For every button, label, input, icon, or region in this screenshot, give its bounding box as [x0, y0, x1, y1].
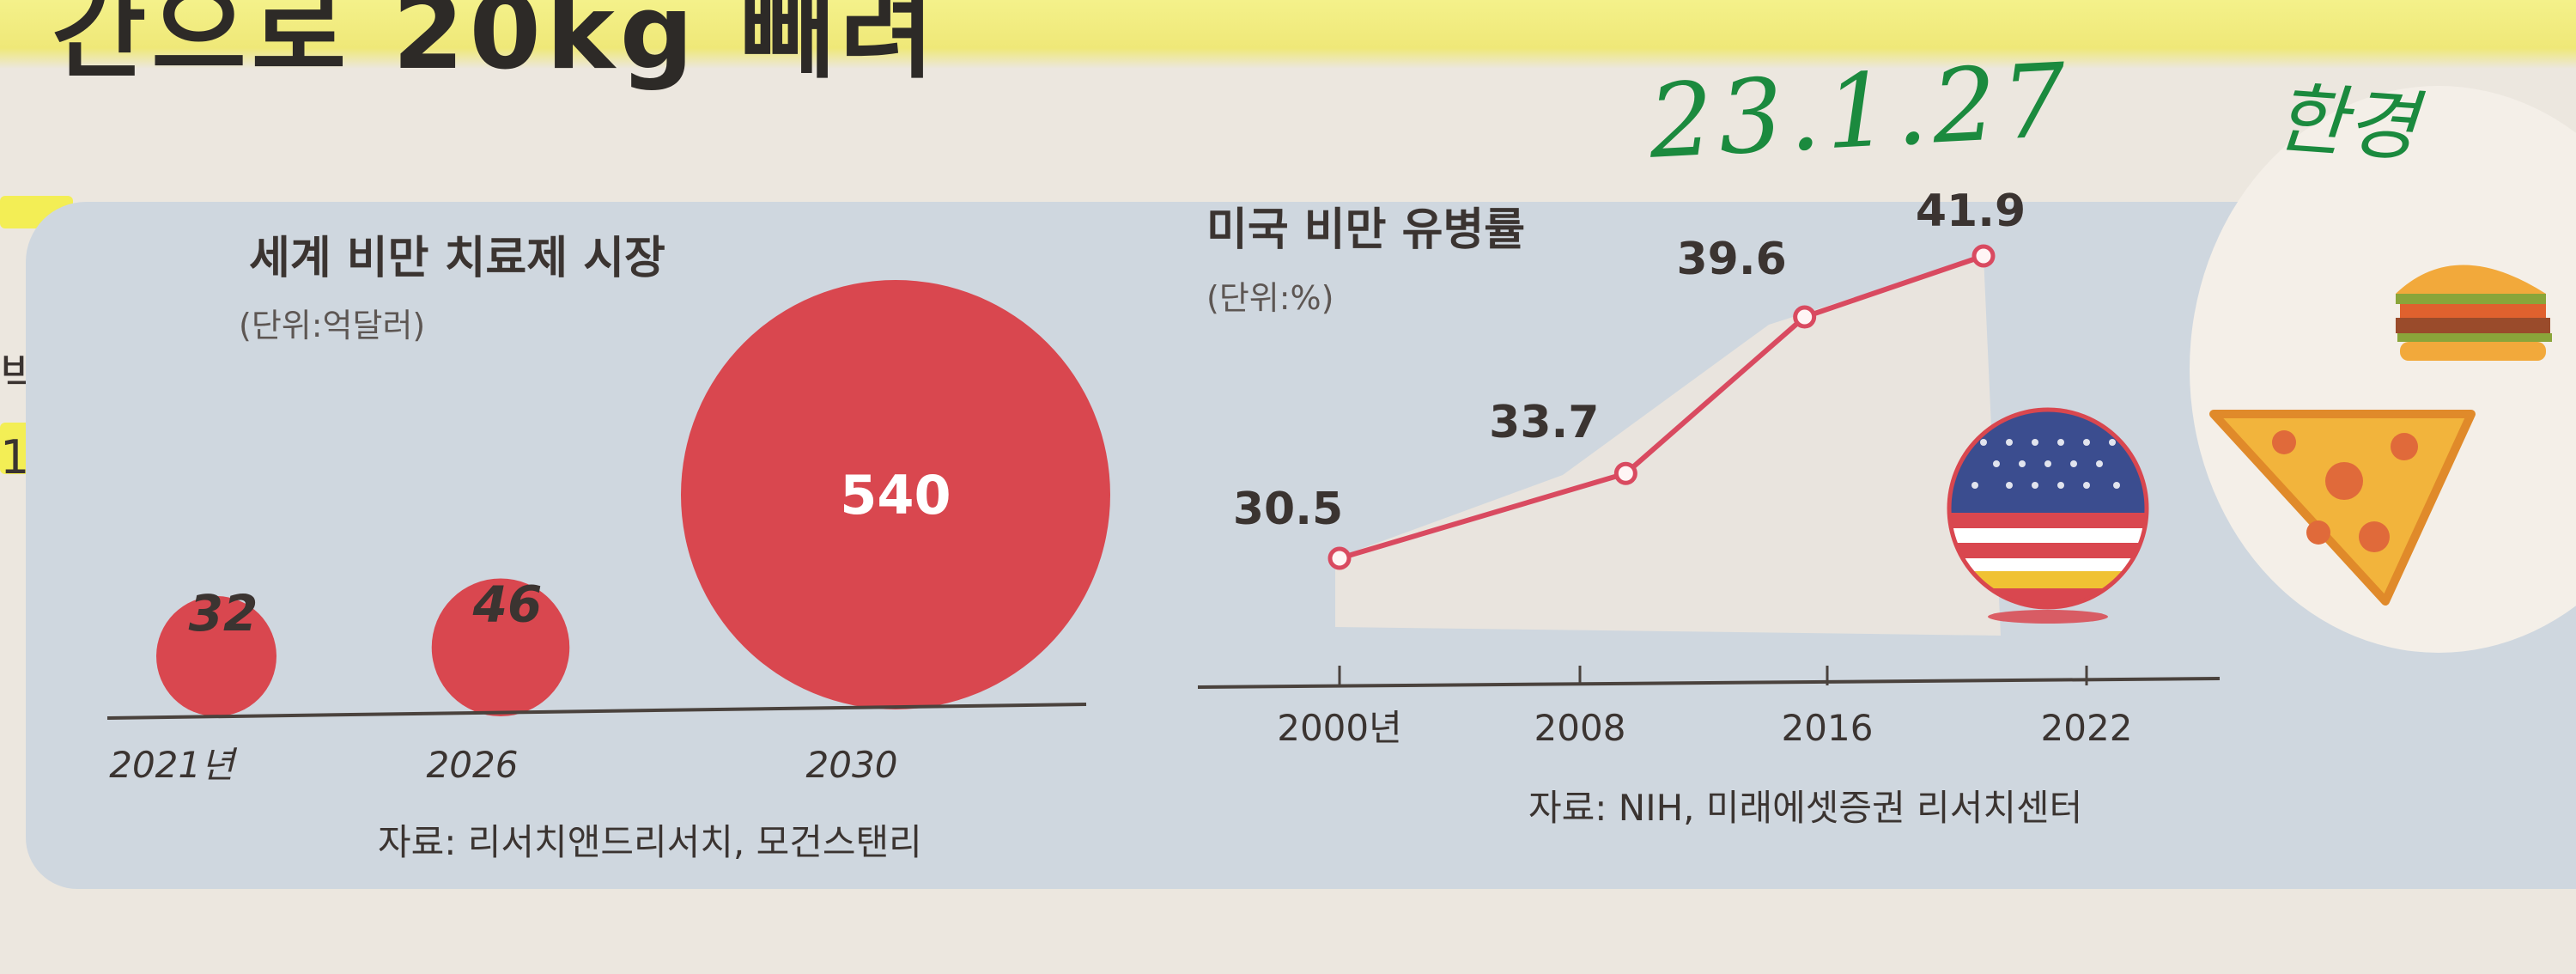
handwritten-date: 23.1.27 [1645, 40, 2075, 181]
chart2-axis [1197, 677, 2221, 689]
bubble-value-label: 46 [472, 575, 543, 634]
bubble-value-label: 540 [840, 464, 951, 527]
chart2-line [1339, 253, 1984, 561]
chart2-x-tick-label: 2022 [2041, 707, 2133, 749]
chart1-unit: (단위:억달러) [239, 307, 425, 344]
headline-fragment: 간으로 20kg 빼려 [52, 0, 940, 93]
paper-top-highlight [0, 0, 2576, 69]
chart1-x-tick-label: 2021년 [109, 744, 238, 786]
infographic-panel [26, 202, 2576, 889]
chart2-shadow-area [1335, 256, 2001, 636]
chart2-x-tick-label: 2016 [1782, 707, 1874, 749]
chart2-point [1613, 461, 1637, 485]
handwritten-note: 한경 [2271, 73, 2421, 173]
chart2-point [1793, 305, 1817, 329]
chart2-x-tick-label: 2000년 [1277, 707, 1402, 749]
hamburger-icon [2396, 265, 2552, 361]
chart1-baseline [106, 703, 1087, 720]
bubble [156, 596, 276, 716]
left-text-line: 1 [0, 430, 30, 484]
chart2-point [1327, 546, 1352, 570]
chart2-value-label: 33.7 [1489, 397, 1599, 448]
chart1-source: 자료: 리서치앤드리서치, 모건스탠리 [378, 821, 922, 863]
chart2-value-label: 39.6 [1677, 234, 1787, 285]
chart1-title: 세계 비만 치료제 시장 [249, 233, 665, 284]
chart1-x-tick-label: 2030 [806, 744, 898, 786]
chart2-title: 미국 비만 유병률 [1206, 204, 1525, 256]
food-background [2190, 86, 2576, 653]
pizza-icon [2209, 410, 2476, 606]
chart2-unit: (단위:%) [1206, 279, 1334, 317]
bubble [431, 578, 570, 716]
bubble-value-label: 32 [189, 584, 258, 642]
chart2-x-tick-label: 2008 [1534, 707, 1626, 749]
chart2-point [1971, 244, 1996, 268]
chart2-source: 자료: NIH, 미래에셋증권 리서치센터 [1528, 787, 2082, 829]
chart2-value-label: 41.9 [1916, 186, 2026, 237]
chart2-value-label: 30.5 [1233, 484, 1343, 535]
chart1-x-tick-label: 2026 [427, 744, 519, 786]
bubble [681, 280, 1110, 709]
